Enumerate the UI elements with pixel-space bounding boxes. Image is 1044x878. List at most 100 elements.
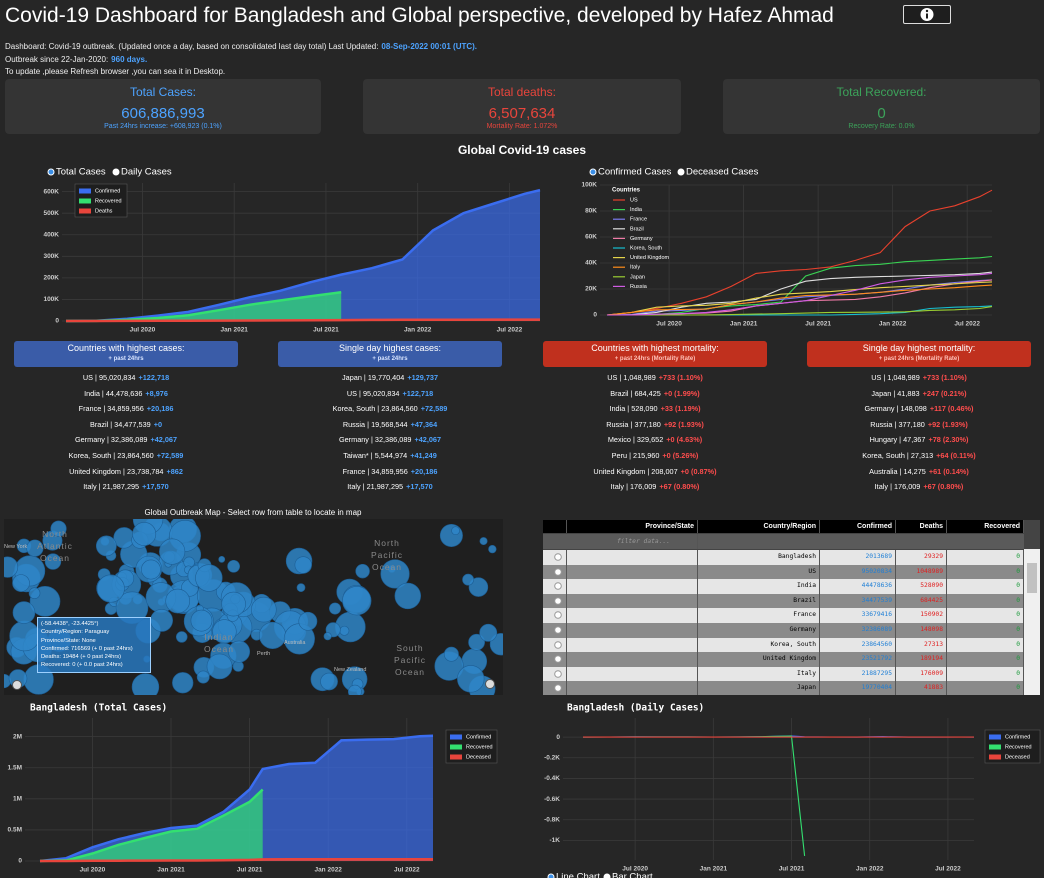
map-bubble bbox=[113, 527, 135, 549]
series-line bbox=[607, 272, 993, 316]
list-row: US | 1,048,989 +733 (1.10%) bbox=[543, 373, 767, 382]
row-select[interactable] bbox=[543, 608, 567, 623]
radio-button[interactable] bbox=[47, 168, 55, 176]
series-line bbox=[607, 306, 993, 316]
y-tick-label: 100K bbox=[581, 182, 597, 189]
map-bubble bbox=[457, 665, 485, 693]
list-header: Countries with highest cases: + past 24hr… bbox=[14, 341, 238, 367]
radio-label: Confirmed Cases bbox=[598, 167, 672, 178]
y-tick-label: 100K bbox=[43, 296, 59, 303]
table-row: Germany 32386089 148098 0 bbox=[543, 623, 1024, 638]
radio-dot bbox=[554, 582, 562, 590]
legend-label: United Kingdom bbox=[630, 255, 670, 261]
map-bubble bbox=[221, 591, 246, 617]
x-tick-label: Jan 2021 bbox=[220, 327, 248, 334]
list-header: Single day highest cases: + past 24hrs bbox=[278, 341, 502, 367]
x-tick-label: Jul 2022 bbox=[497, 327, 523, 334]
legend-label: Recovered bbox=[466, 744, 493, 750]
row-label: United Kingdom | 23,738,784 bbox=[69, 466, 164, 476]
series-line bbox=[65, 188, 541, 323]
card-note: Mortality Rate: 1.072% bbox=[486, 123, 558, 130]
map-bubble bbox=[394, 582, 421, 610]
cell: Italy bbox=[698, 666, 820, 682]
table-row: United Kingdom 23521792 189194 0 bbox=[543, 652, 1024, 667]
cell bbox=[567, 608, 698, 623]
text: Outbreak since 22-Jan-2020: bbox=[5, 54, 109, 64]
row-select[interactable] bbox=[543, 637, 567, 653]
radio-button[interactable] bbox=[603, 873, 611, 878]
map-bubble bbox=[218, 555, 226, 563]
info-button[interactable] bbox=[903, 5, 951, 24]
row-change: +92 (1.93%) bbox=[927, 419, 968, 429]
map-label: North Atlantic Ocean bbox=[37, 529, 73, 563]
row-label: Taiwan* | 5,544,974 bbox=[343, 451, 408, 460]
cell: 528090 bbox=[896, 579, 947, 594]
cell: France bbox=[698, 608, 820, 623]
cell: 44478636 bbox=[820, 579, 896, 594]
tooltip-line: Recovered: 0 (+ 0.0 past 24hrs) bbox=[41, 662, 123, 669]
scroll-thumb[interactable] bbox=[1027, 563, 1037, 593]
legend-swatch bbox=[450, 734, 462, 740]
row-select[interactable] bbox=[543, 593, 567, 609]
cell: 189194 bbox=[896, 652, 947, 667]
legend-label: Italy bbox=[630, 265, 640, 271]
row-change: +129,737 bbox=[407, 373, 438, 382]
map[interactable]: North Atlantic Ocean North Pacific Ocean I… bbox=[4, 519, 503, 695]
list-row: Brazil | 684,425 +0 (1.99%) bbox=[543, 389, 767, 398]
radio bbox=[554, 582, 562, 590]
row-label: Japan | 19,770,404 bbox=[342, 373, 405, 382]
row-select[interactable] bbox=[543, 564, 567, 580]
cell: 0 bbox=[947, 550, 1024, 565]
row-label: Italy | 21,987,295 bbox=[347, 482, 404, 492]
cell: US bbox=[698, 564, 820, 580]
cell: 684425 bbox=[896, 593, 947, 609]
map-bubble bbox=[479, 623, 498, 642]
map-icon bbox=[12, 680, 22, 690]
radio bbox=[554, 567, 562, 576]
list-header: Single day highest mortality: + past 24hr… bbox=[807, 341, 1031, 367]
cell: Korea, South bbox=[698, 637, 820, 653]
radio-dot bbox=[554, 669, 562, 678]
radio-button[interactable] bbox=[547, 873, 555, 878]
row-select[interactable] bbox=[543, 579, 567, 594]
info-icon bbox=[920, 8, 934, 21]
list-row: Italy | 21,987,295 +17,570 bbox=[14, 482, 238, 491]
legend-label: India bbox=[630, 207, 643, 213]
radio bbox=[554, 655, 562, 663]
legend-label: Deceased bbox=[1005, 754, 1030, 760]
radio-button[interactable] bbox=[112, 168, 120, 176]
row-change: +72,589 bbox=[420, 404, 448, 414]
row-change: +72,589 bbox=[156, 451, 184, 460]
y-tick-label: 2M bbox=[13, 733, 22, 740]
x-tick-label: Jul 2022 bbox=[954, 321, 980, 328]
cell: 23521792 bbox=[820, 652, 896, 667]
row-select[interactable] bbox=[543, 550, 567, 565]
cell: 0 bbox=[947, 637, 1024, 653]
row-label: Brazil | 684,425 bbox=[610, 388, 661, 398]
map-bubble bbox=[9, 620, 40, 652]
radio-button[interactable] bbox=[589, 168, 597, 176]
row-change: +17,570 bbox=[142, 482, 169, 492]
legend-label: Korea, South bbox=[630, 245, 662, 251]
map-label: New Zealand bbox=[334, 667, 367, 673]
y-tick-label: 0 bbox=[18, 858, 22, 865]
radio-button[interactable] bbox=[677, 168, 685, 176]
list-row: Australia | 14,275 +61 (0.14%) bbox=[807, 467, 1031, 476]
map-bubble bbox=[298, 611, 318, 631]
row-select[interactable] bbox=[543, 666, 567, 682]
legend-label: Confirmed bbox=[466, 734, 491, 740]
table-row: Italy 21887295 176009 0 bbox=[543, 666, 1024, 682]
header-cell: Province/State bbox=[567, 520, 698, 533]
card-value: 6,507,634 bbox=[488, 105, 556, 122]
y-tick-label: 400K bbox=[43, 231, 59, 238]
series-line bbox=[606, 271, 993, 316]
row-select[interactable] bbox=[543, 652, 567, 667]
map-bubble bbox=[320, 672, 338, 691]
scrollbar[interactable] bbox=[1024, 549, 1040, 695]
row-select[interactable] bbox=[543, 681, 567, 695]
header-cell: Recovered bbox=[947, 520, 1024, 533]
radio-label: Total Cases bbox=[56, 167, 106, 178]
row-label: Brazil | 34,477,539 bbox=[89, 419, 151, 429]
list-row: Italy | 176,009 +67 (0.80%) bbox=[807, 482, 1031, 491]
row-select[interactable] bbox=[543, 623, 567, 638]
